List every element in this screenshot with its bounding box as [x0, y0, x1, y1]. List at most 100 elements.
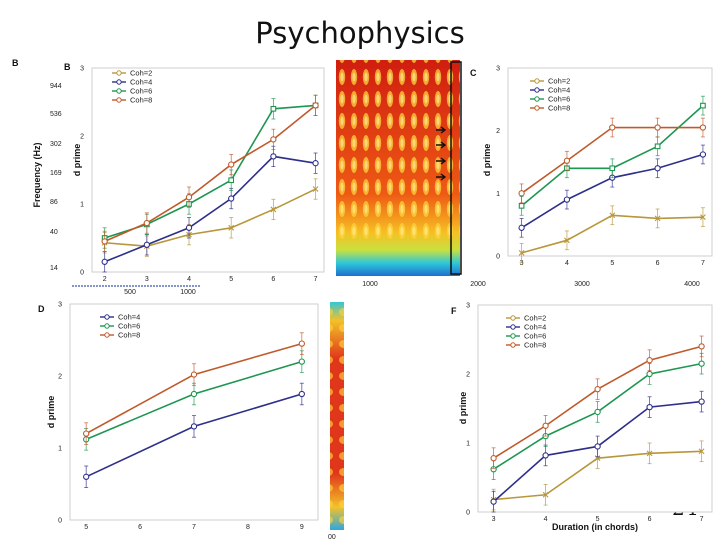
data-point	[143, 241, 150, 248]
legend-entry: Coh=6	[118, 322, 140, 331]
data-point	[564, 237, 570, 244]
legend-entry: Coh=8	[118, 331, 140, 340]
data-point	[646, 357, 653, 364]
data-point	[312, 186, 319, 192]
legend-marker	[534, 96, 540, 102]
legend-marker	[104, 332, 110, 338]
arrow-icon	[436, 173, 447, 181]
y-tick-label: 0	[466, 510, 470, 517]
panel-letter: D	[38, 304, 45, 314]
data-point	[594, 443, 601, 450]
data-point	[185, 224, 193, 231]
x-tick-label: 3	[520, 260, 524, 267]
x-tick-label: 4	[544, 516, 548, 523]
x-tick-label: 7	[192, 524, 196, 531]
data-point	[594, 408, 601, 416]
arrow-icon	[436, 157, 447, 165]
legend-entry: Coh=6	[130, 87, 152, 96]
data-point	[298, 340, 305, 347]
x-tick-label: 5	[596, 516, 600, 523]
x-tick-label: 6	[271, 276, 275, 283]
spectrogram-x-tick: 500	[124, 289, 136, 296]
x-tick-label: 6	[656, 260, 660, 267]
y-axis-label: d prime	[458, 392, 468, 425]
frequency-axis-label: Frequency (Hz)	[32, 142, 42, 207]
data-point	[518, 190, 525, 197]
spectrogram-x-tick: 1000	[362, 281, 378, 288]
legend-entry: Coh=6	[548, 95, 570, 104]
x-tick-label: 5	[84, 524, 88, 531]
x-tick-label: 7	[314, 276, 318, 283]
plot-area	[507, 67, 713, 257]
x-tick-label: 5	[229, 276, 233, 283]
legend-marker	[104, 323, 110, 329]
stimulus-strip-bands	[330, 302, 344, 530]
data-point	[270, 136, 277, 143]
y-tick-label: 0	[58, 518, 62, 525]
x-tick-label: 8	[246, 524, 250, 531]
data-point	[654, 165, 661, 172]
legend-entry: Coh=8	[130, 96, 152, 105]
x-tick-label: 4	[565, 260, 569, 267]
plot-area	[69, 303, 319, 521]
x-tick-label: 5	[610, 260, 614, 267]
data-point	[563, 157, 571, 164]
y-tick-label: 2	[58, 374, 62, 381]
spectrogram-y-tick: 169	[50, 170, 62, 177]
y-tick-label: 1	[58, 446, 62, 453]
y-tick-label: 0	[496, 254, 500, 261]
y-tick-label: 1	[80, 202, 84, 209]
data-point	[228, 177, 235, 184]
legend-marker	[534, 78, 540, 84]
spectrogram-target-box	[450, 61, 462, 275]
data-point	[698, 448, 705, 455]
data-point	[699, 124, 707, 131]
chart-panel-f: Fd prime Duration (in chords) 0 1 2 3 3 4 5 6 7 Coh…	[451, 303, 713, 532]
data-point	[228, 195, 235, 202]
data-point	[270, 105, 277, 112]
data-point	[298, 390, 305, 398]
x-tick-label: 6	[648, 516, 652, 523]
y-tick-label: 1	[466, 441, 470, 448]
legend-marker	[116, 79, 122, 85]
x-axis-label: Duration (in chords)	[552, 522, 638, 532]
arrow-icon	[436, 141, 447, 149]
data-point	[609, 165, 616, 172]
data-point	[83, 430, 90, 437]
legend-entry: Coh=2	[548, 77, 570, 86]
data-point	[654, 143, 661, 150]
legend-entry: Coh=4	[130, 78, 152, 87]
x-tick-label: 3	[145, 276, 149, 283]
legend-entry: Coh=2	[130, 69, 152, 78]
y-tick-label: 1	[496, 191, 500, 198]
panel-letter: F	[451, 306, 457, 316]
legend-marker	[104, 314, 110, 320]
data-point	[270, 206, 277, 213]
data-point	[542, 422, 549, 429]
legend-entry: Coh=2	[524, 314, 546, 323]
y-tick-label: 2	[496, 128, 500, 135]
series-coh8	[101, 94, 319, 253]
data-point	[518, 203, 525, 209]
data-point	[646, 403, 653, 411]
y-tick-label: 2	[80, 134, 84, 141]
legend-entry: Coh=8	[524, 341, 546, 350]
series-line	[104, 104, 317, 243]
data-point	[654, 124, 661, 131]
series-line	[104, 188, 316, 247]
target-arrows	[436, 126, 447, 181]
legend-marker	[116, 70, 122, 76]
data-point	[563, 196, 571, 203]
legend-entry: Coh=6	[524, 332, 546, 341]
spectrogram-y-tick: 302	[50, 141, 62, 148]
y-tick-label: 2	[466, 372, 470, 379]
x-tick-label: 9	[300, 524, 304, 531]
y-axis-label: d prime	[46, 396, 56, 429]
data-point	[646, 450, 653, 457]
slide-title: Psychophysics	[255, 16, 465, 50]
data-point	[312, 160, 319, 167]
panel-letter: C	[470, 68, 477, 78]
spectrogram-x-tick: 1000	[180, 289, 196, 296]
data-point	[698, 398, 705, 405]
data-point	[609, 124, 616, 131]
